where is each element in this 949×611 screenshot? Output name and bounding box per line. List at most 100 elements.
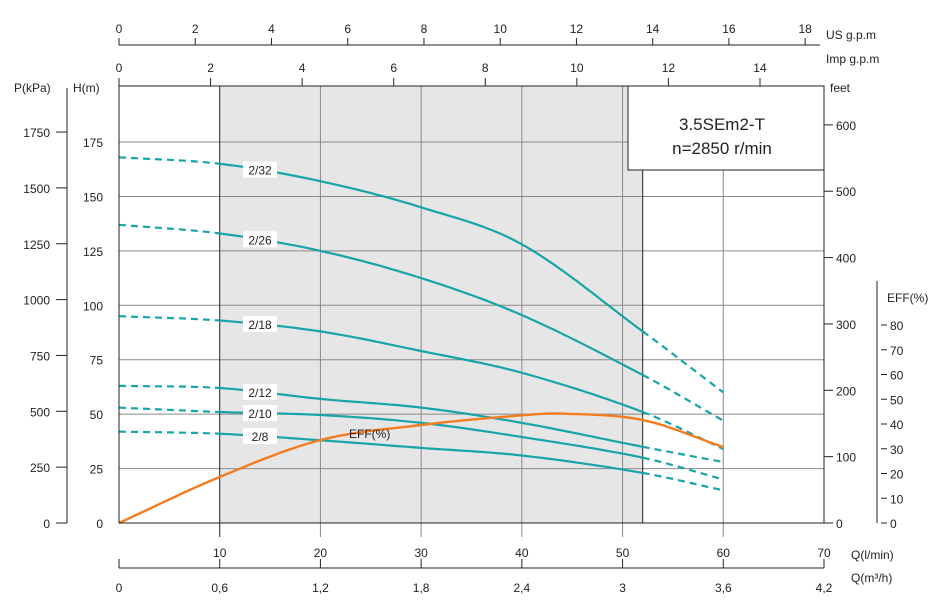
q-tick-label: 60 bbox=[717, 546, 731, 560]
h-tick-label: 50 bbox=[90, 408, 104, 422]
eff-tick-label: 60 bbox=[890, 369, 904, 383]
head-curve-dashed-start bbox=[118, 430, 220, 435]
us-gpm-tick-label: 10 bbox=[494, 22, 508, 36]
h-tick-label: 150 bbox=[83, 190, 103, 204]
kpa-tick-label: 750 bbox=[30, 349, 50, 363]
feet-tick-label: 400 bbox=[836, 252, 856, 266]
kpa-tick-label: 0 bbox=[43, 517, 50, 531]
feet-tick-label: 100 bbox=[836, 451, 856, 465]
curve-label: 2/10 bbox=[248, 407, 272, 421]
m3h-tick-label: 4,2 bbox=[816, 581, 833, 595]
us-gpm-tick-label: 16 bbox=[722, 22, 736, 36]
curve-label-bg bbox=[243, 161, 277, 178]
us-gpm-axis-label: US g.p.m bbox=[826, 28, 876, 42]
head-curve-dashed-start bbox=[118, 406, 220, 414]
h-tick-label: 75 bbox=[90, 354, 104, 368]
eff-tick-label: 0 bbox=[890, 517, 897, 531]
eff-tick-label: 40 bbox=[890, 418, 904, 432]
head-curve-solid bbox=[219, 319, 644, 414]
chart-title: 3.5SEm2-T bbox=[679, 115, 765, 134]
eff-tick-label: 30 bbox=[890, 443, 904, 457]
head-curve-dashed-start bbox=[118, 315, 220, 322]
kpa-tick-label: 1750 bbox=[23, 126, 50, 140]
head-curve-dashed-start bbox=[118, 384, 220, 390]
h-tick-label: 100 bbox=[83, 299, 103, 313]
imp-gpm-tick-label: 4 bbox=[299, 61, 306, 75]
q-tick-label: 40 bbox=[515, 546, 529, 560]
h-axis-label: H(m) bbox=[73, 81, 100, 95]
head-curve-2-12: 2/12 bbox=[118, 383, 724, 464]
h-tick-label: 175 bbox=[83, 136, 103, 150]
head-curve-dashed-end bbox=[642, 456, 724, 481]
h-tick-label: 125 bbox=[83, 245, 103, 259]
curve-label-bg bbox=[243, 427, 277, 444]
kpa-tick-label: 1000 bbox=[23, 294, 50, 308]
imp-gpm-tick-label: 8 bbox=[482, 61, 489, 75]
imp-gpm-tick-label: 2 bbox=[207, 61, 214, 75]
curve-label-bg bbox=[243, 316, 277, 333]
head-curve-2-26: 2/26 bbox=[118, 223, 724, 422]
recommended-range-shade bbox=[219, 86, 643, 523]
feet-tick-label: 600 bbox=[836, 119, 856, 133]
h-tick-label: 0 bbox=[96, 517, 103, 531]
kpa-tick-label: 500 bbox=[30, 405, 50, 419]
q-tick-label: 30 bbox=[414, 546, 428, 560]
feet-tick-label: 500 bbox=[836, 185, 856, 199]
m3h-tick-label: 1,8 bbox=[413, 581, 430, 595]
head-curve-dashed-start bbox=[118, 223, 220, 235]
q-tick-label: 10 bbox=[213, 546, 227, 560]
m3h-tick-label: 0,6 bbox=[211, 581, 228, 595]
eff-tick-label: 70 bbox=[890, 344, 904, 358]
head-curve-solid bbox=[219, 162, 644, 333]
title-box: 3.5SEm2-T n=2850 r/min bbox=[627, 85, 825, 171]
m3h-tick-label: 2,4 bbox=[514, 581, 531, 595]
head-curve-solid bbox=[219, 386, 643, 448]
m3h-tick-label: 3 bbox=[619, 581, 626, 595]
curve-label-bg bbox=[243, 231, 277, 248]
head-curve-solid bbox=[219, 432, 643, 474]
kpa-tick-label: 250 bbox=[30, 461, 50, 475]
q-tick-label: 70 bbox=[817, 546, 831, 560]
head-curve-2-10: 2/10 bbox=[118, 405, 724, 481]
us-gpm-tick-label: 12 bbox=[570, 22, 584, 36]
chart-subtitle: n=2850 r/min bbox=[672, 139, 772, 158]
us-gpm-tick-label: 0 bbox=[116, 22, 123, 36]
efficiency-curve bbox=[118, 412, 724, 525]
head-curve-dashed-end bbox=[642, 374, 724, 422]
kpa-tick-label: 1500 bbox=[23, 182, 50, 196]
imp-gpm-tick-label: 14 bbox=[753, 61, 767, 75]
us-gpm-tick-label: 8 bbox=[421, 22, 428, 36]
imp-gpm-tick-label: 12 bbox=[662, 61, 676, 75]
us-gpm-tick-label: 2 bbox=[192, 22, 199, 36]
us-gpm-tick-label: 14 bbox=[646, 22, 660, 36]
head-curve-2-8: 2/8 bbox=[118, 427, 724, 492]
q-tick-label: 20 bbox=[314, 546, 328, 560]
curve-label: 2/32 bbox=[248, 164, 272, 178]
m3h-tick-label: 1,2 bbox=[312, 581, 329, 595]
eff-tick-label: 20 bbox=[890, 468, 904, 482]
head-curve-dashed-end bbox=[642, 330, 724, 394]
kpa-tick-label: 1250 bbox=[23, 238, 50, 252]
head-curve-dashed-end bbox=[642, 471, 724, 492]
efficiency-curve-label: EFF(%) bbox=[349, 427, 390, 441]
us-gpm-tick-label: 18 bbox=[798, 22, 812, 36]
feet-tick-label: 300 bbox=[836, 318, 856, 332]
q-tick-label: 50 bbox=[616, 546, 630, 560]
eff-tick-label: 80 bbox=[890, 319, 904, 333]
head-curve-2-32: 2/32 bbox=[118, 156, 724, 394]
eff-tick-label: 10 bbox=[890, 492, 904, 506]
curve-label-bg bbox=[243, 405, 277, 422]
eff-tick-label: 50 bbox=[890, 393, 904, 407]
q-axis-label: Q(l/min) bbox=[851, 548, 894, 562]
curve-label-bg bbox=[243, 383, 277, 400]
curve-label: 2/8 bbox=[252, 430, 269, 444]
kpa-axis-label: P(kPa) bbox=[14, 81, 51, 95]
curve-label: 2/18 bbox=[248, 318, 272, 332]
h-tick-label: 25 bbox=[90, 463, 104, 477]
head-curve-solid bbox=[219, 232, 644, 376]
feet-tick-label: 0 bbox=[836, 517, 843, 531]
eff-axis-label: EFF(%) bbox=[887, 291, 928, 305]
head-curve-2-18: 2/18 bbox=[118, 315, 724, 450]
feet-axis-label: feet bbox=[830, 81, 851, 95]
